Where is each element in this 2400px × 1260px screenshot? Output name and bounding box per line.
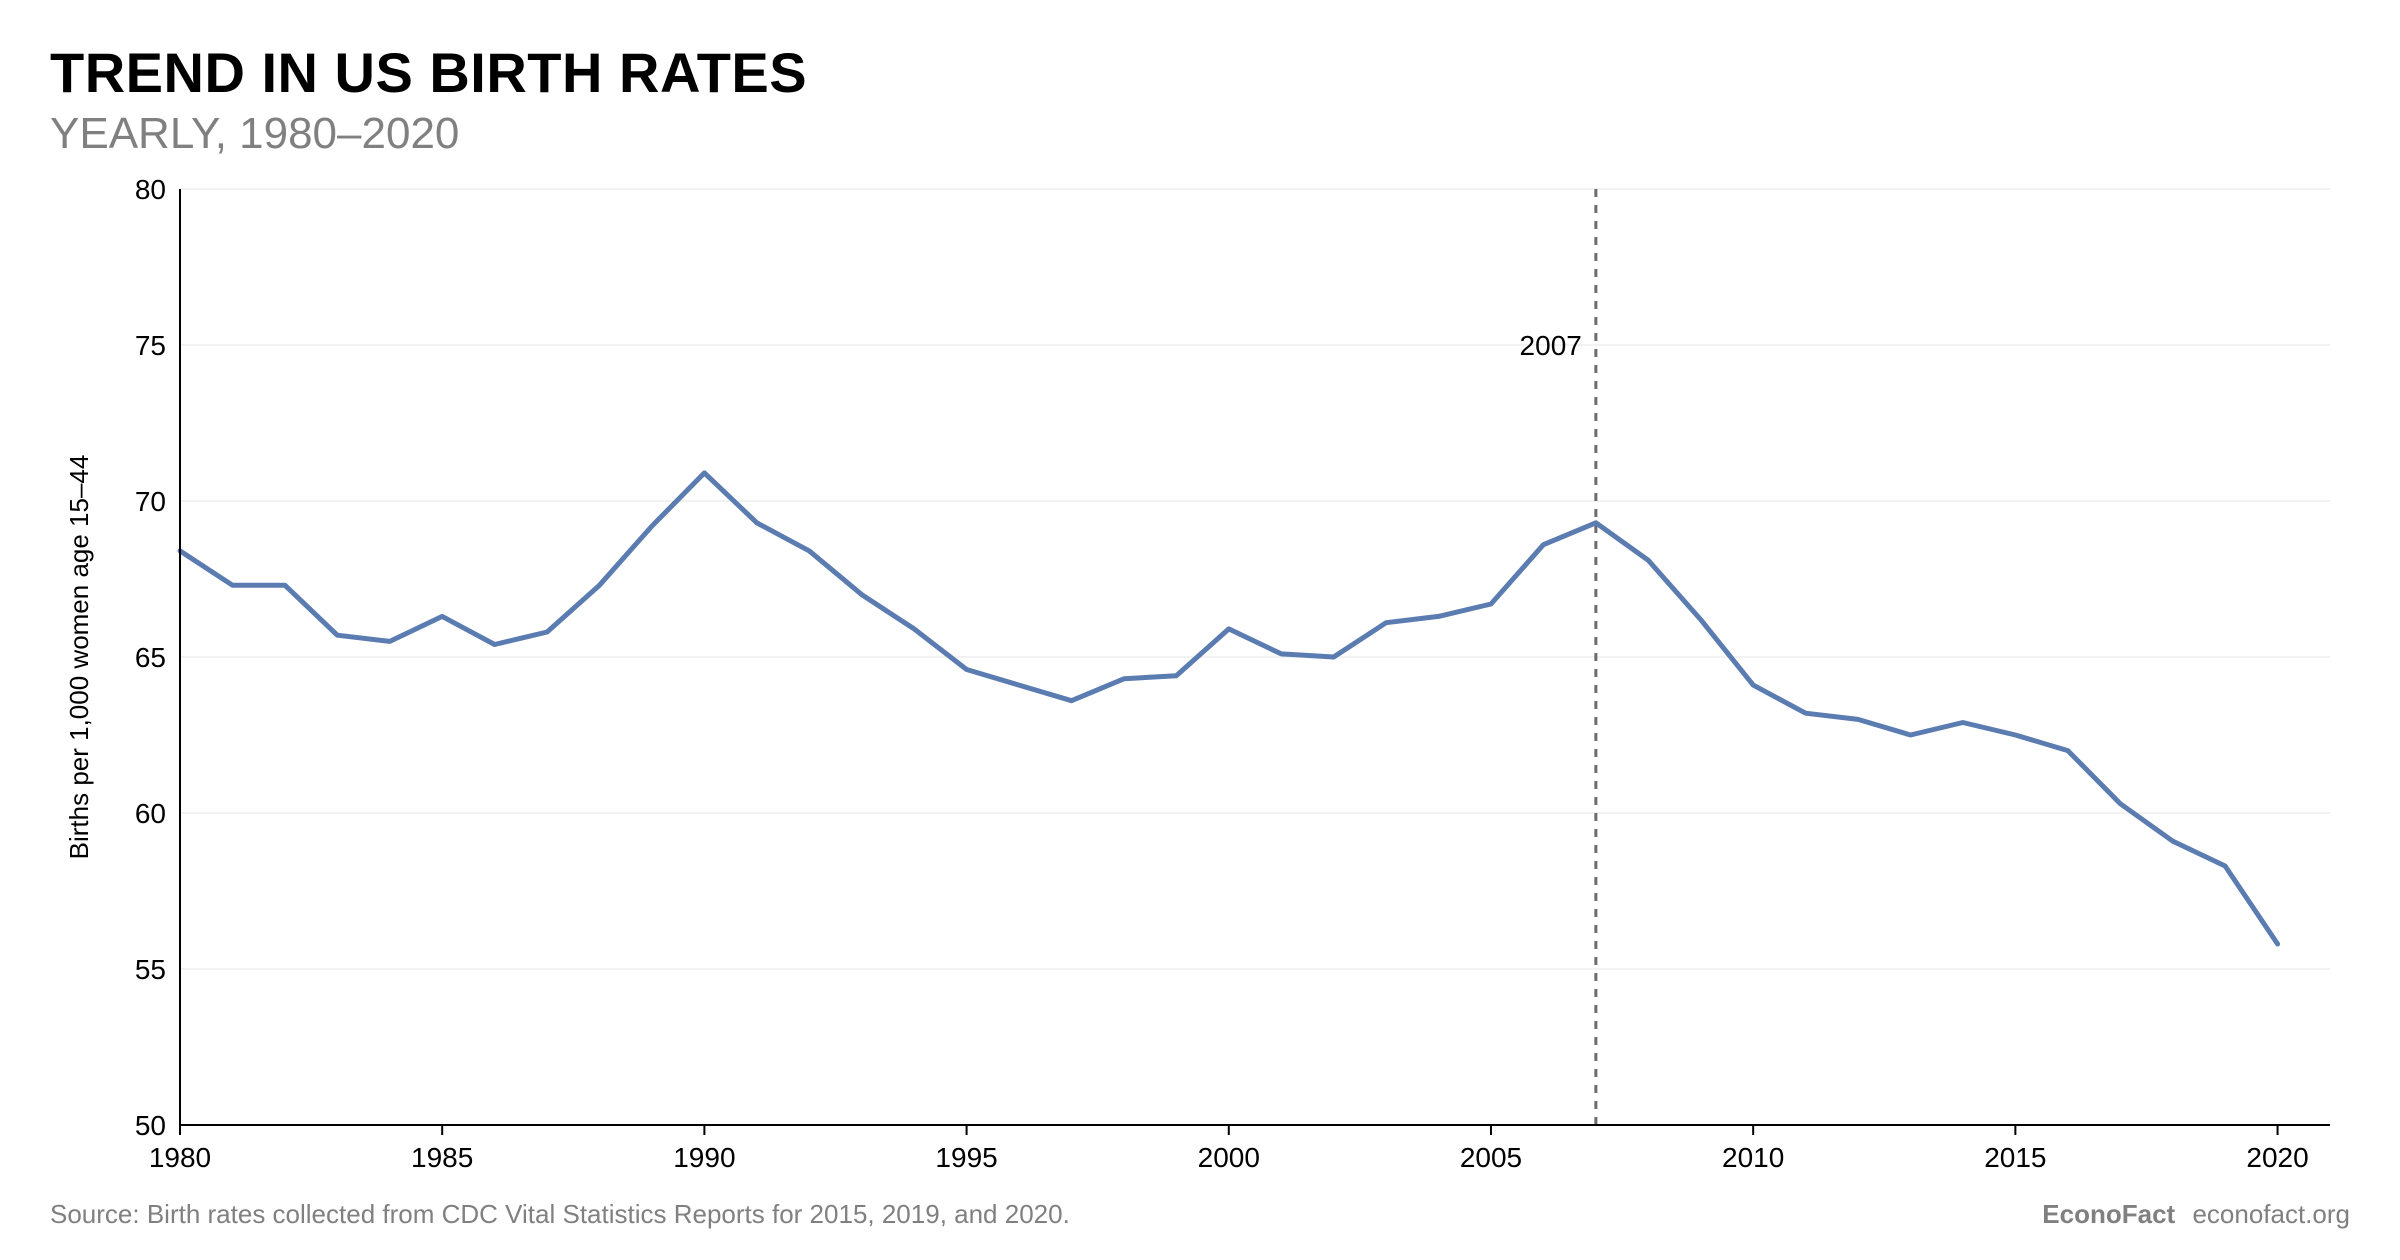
xtick-label: 1995	[935, 1142, 997, 1173]
ytick-label: 65	[135, 642, 166, 673]
ytick-label: 60	[135, 798, 166, 829]
reference-line-label: 2007	[1520, 330, 1582, 361]
data-line	[180, 473, 2278, 944]
chart-footer: Source: Birth rates collected from CDC V…	[50, 1199, 2350, 1230]
line-chart-svg: 50 55 60 65 70 75 80 1980 1985 1990 1995 2000 2005 20…	[50, 179, 2350, 1185]
xtick-label: 1985	[411, 1142, 473, 1173]
chart-subtitle: YEARLY, 1980–2020	[50, 109, 2350, 159]
xtick-label: 2015	[1984, 1142, 2046, 1173]
ytick-label: 50	[135, 1110, 166, 1141]
chart-area: 50 55 60 65 70 75 80 1980 1985 1990 1995 2000 2005 20…	[50, 179, 2350, 1185]
credit: EconoFact econofact.org	[2042, 1199, 2350, 1230]
chart-title: TREND IN US BIRTH RATES	[50, 40, 2350, 105]
ytick-label: 80	[135, 179, 166, 205]
xtick-label: 2005	[1460, 1142, 1522, 1173]
credit-url: econofact.org	[2192, 1199, 2350, 1229]
ytick-label: 70	[135, 486, 166, 517]
chart-container: TREND IN US BIRTH RATES YEARLY, 1980–202…	[0, 0, 2400, 1260]
xtick-label: 2000	[1198, 1142, 1260, 1173]
xtick-label: 2010	[1722, 1142, 1784, 1173]
y-axis-label: Births per 1,000 women age 15–44	[64, 455, 94, 860]
ytick-label: 55	[135, 954, 166, 985]
ytick-label: 75	[135, 330, 166, 361]
xtick-label: 1980	[149, 1142, 211, 1173]
credit-name: EconoFact	[2042, 1199, 2175, 1229]
xtick-label: 2020	[2246, 1142, 2308, 1173]
source-text: Source: Birth rates collected from CDC V…	[50, 1199, 1070, 1230]
xtick-label: 1990	[673, 1142, 735, 1173]
